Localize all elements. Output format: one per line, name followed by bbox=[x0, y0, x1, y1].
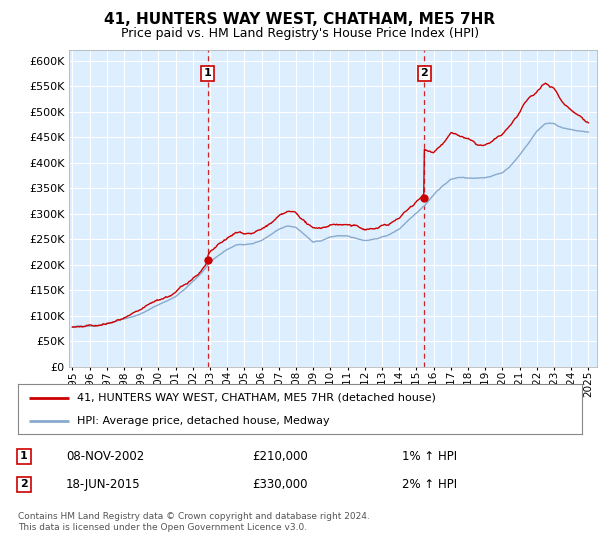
Text: 1: 1 bbox=[20, 451, 28, 461]
Text: HPI: Average price, detached house, Medway: HPI: Average price, detached house, Medw… bbox=[77, 417, 330, 426]
Text: 41, HUNTERS WAY WEST, CHATHAM, ME5 7HR: 41, HUNTERS WAY WEST, CHATHAM, ME5 7HR bbox=[104, 12, 496, 27]
Text: £330,000: £330,000 bbox=[252, 478, 308, 491]
Text: Price paid vs. HM Land Registry's House Price Index (HPI): Price paid vs. HM Land Registry's House … bbox=[121, 27, 479, 40]
Text: 18-JUN-2015: 18-JUN-2015 bbox=[66, 478, 140, 491]
Text: 2% ↑ HPI: 2% ↑ HPI bbox=[402, 478, 457, 491]
Text: 08-NOV-2002: 08-NOV-2002 bbox=[66, 450, 144, 463]
Text: 41, HUNTERS WAY WEST, CHATHAM, ME5 7HR (detached house): 41, HUNTERS WAY WEST, CHATHAM, ME5 7HR (… bbox=[77, 393, 436, 403]
Text: 2: 2 bbox=[20, 479, 28, 489]
Text: 1% ↑ HPI: 1% ↑ HPI bbox=[402, 450, 457, 463]
Text: Contains HM Land Registry data © Crown copyright and database right 2024.
This d: Contains HM Land Registry data © Crown c… bbox=[18, 512, 370, 532]
Text: 1: 1 bbox=[204, 68, 211, 78]
Text: 2: 2 bbox=[421, 68, 428, 78]
Text: £210,000: £210,000 bbox=[252, 450, 308, 463]
